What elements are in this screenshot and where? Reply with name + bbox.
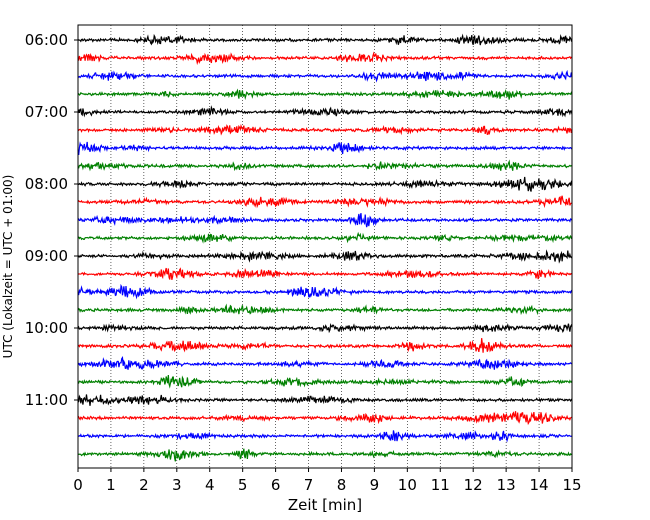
trace-line bbox=[77, 283, 573, 300]
x-tick-label: 7 bbox=[304, 476, 314, 494]
trace-line bbox=[77, 105, 573, 118]
x-axis-label: Zeit [min] bbox=[288, 496, 362, 514]
trace-line bbox=[77, 69, 573, 83]
trace-line bbox=[77, 394, 573, 406]
y-tick-label: 11:00 bbox=[25, 391, 68, 409]
x-tick-label: 0 bbox=[73, 476, 83, 494]
x-tick-label: 4 bbox=[205, 476, 215, 494]
trace-line bbox=[77, 212, 573, 228]
x-tick-label: 9 bbox=[370, 476, 380, 494]
x-tick-label: 11 bbox=[431, 476, 450, 494]
x-tick-label: 12 bbox=[464, 476, 483, 494]
y-tick-label: 08:00 bbox=[25, 175, 68, 193]
seismic-traces bbox=[77, 33, 573, 462]
y-axis-label: UTC (Lokalzeit = UTC + 01:00) bbox=[1, 175, 15, 359]
trace-line bbox=[77, 51, 573, 66]
trace-line bbox=[77, 322, 573, 334]
trace-line bbox=[77, 123, 573, 136]
x-tick-label: 8 bbox=[337, 476, 347, 494]
trace-line bbox=[77, 88, 573, 101]
trace-line bbox=[77, 33, 573, 46]
x-tick-label: 6 bbox=[271, 476, 281, 494]
trace-line bbox=[77, 338, 573, 353]
trace-line bbox=[77, 411, 573, 426]
trace-line bbox=[77, 374, 573, 389]
x-tick-label: 10 bbox=[398, 476, 417, 494]
x-tick-label: 14 bbox=[530, 476, 549, 494]
trace-line bbox=[77, 303, 573, 316]
y-tick-label: 06:00 bbox=[25, 31, 68, 49]
x-tick-label: 2 bbox=[139, 476, 149, 494]
trace-line bbox=[77, 231, 573, 244]
trace-line bbox=[77, 356, 573, 370]
y-axis-ticks: 06:00 07:00 08:00 09:00 10:00 11:00 bbox=[25, 31, 78, 409]
trace-line bbox=[77, 195, 573, 209]
trace-line bbox=[77, 141, 573, 156]
y-tick-label: 10:00 bbox=[25, 319, 68, 337]
y-tick-label: 09:00 bbox=[25, 247, 68, 265]
trace-line bbox=[77, 430, 573, 443]
trace-line bbox=[77, 448, 573, 462]
trace-line bbox=[77, 159, 573, 172]
x-tick-label: 3 bbox=[172, 476, 182, 494]
trace-line bbox=[77, 249, 573, 264]
x-tick-label: 15 bbox=[562, 476, 581, 494]
x-tick-label: 1 bbox=[106, 476, 116, 494]
grid-lines bbox=[110, 25, 540, 468]
trace-line bbox=[77, 176, 573, 192]
y-tick-label: 07:00 bbox=[25, 103, 68, 121]
x-axis-ticks: 0 1 2 3 4 5 6 7 8 9 10 11 12 13 14 15 bbox=[73, 468, 582, 494]
trace-line bbox=[77, 267, 573, 280]
x-tick-label: 5 bbox=[238, 476, 248, 494]
x-tick-label: 13 bbox=[497, 476, 516, 494]
plot-frame bbox=[77, 24, 573, 469]
